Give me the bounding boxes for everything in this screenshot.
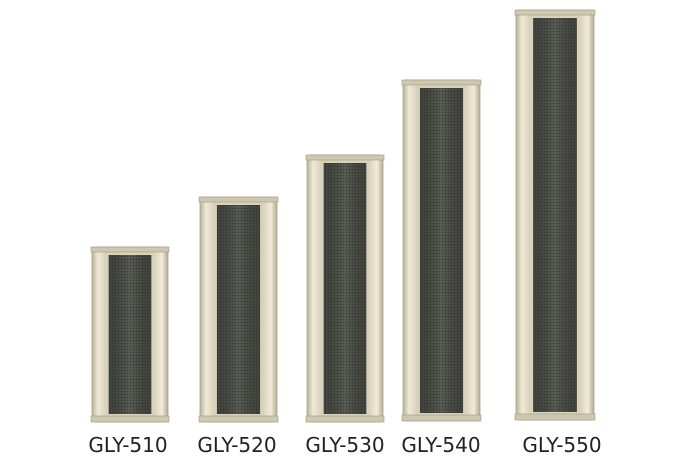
speaker (90, 246, 170, 423)
labels: GLY-510 GLY-520 GLY-530 GLY-540 GLY-550 (88, 433, 601, 457)
speaker-cap-top (401, 79, 482, 86)
product-label: GLY-510 (88, 433, 167, 457)
speaker (305, 154, 385, 423)
grille-shade (108, 255, 152, 414)
speakers (90, 9, 596, 423)
speaker (401, 79, 482, 422)
grille-shade (419, 88, 464, 413)
product-label: GLY-540 (401, 433, 480, 457)
speaker-cap-bottom (401, 414, 482, 422)
speaker-cap-top (305, 154, 385, 161)
speaker-cap-bottom (305, 415, 385, 423)
product-label: GLY-550 (522, 433, 601, 457)
grille-shade (533, 18, 577, 412)
speaker-cap-top (90, 246, 170, 253)
speaker-cap-top (514, 9, 596, 16)
speaker (198, 196, 279, 423)
speaker-cap-bottom (514, 413, 596, 421)
speaker-cap-bottom (198, 415, 279, 423)
grille-shade (323, 163, 367, 414)
grille-shade (216, 205, 261, 414)
product-label: GLY-520 (197, 433, 276, 457)
product-label: GLY-530 (305, 433, 384, 457)
speaker (514, 9, 596, 421)
speaker-cap-top (198, 196, 279, 203)
speaker-cap-bottom (90, 415, 170, 423)
